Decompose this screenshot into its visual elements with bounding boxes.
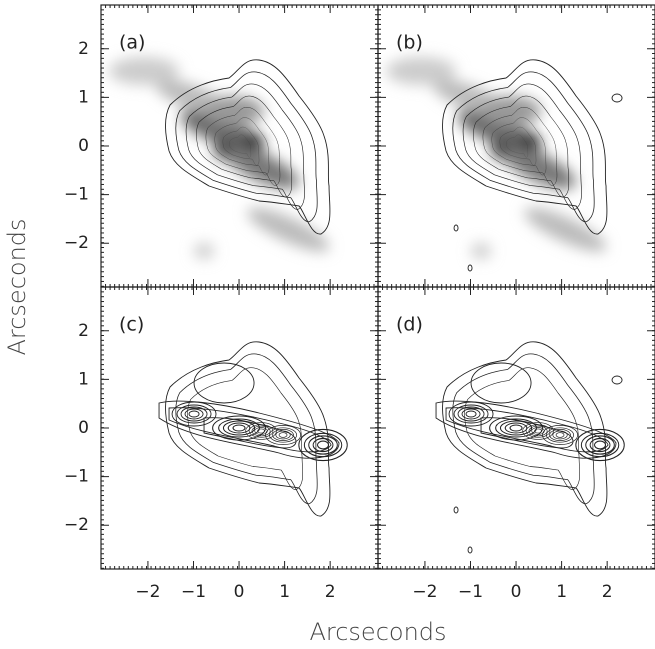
x-tick-label: −1: [181, 582, 206, 602]
panel-label: (d): [396, 314, 423, 336]
x-tick-label: 1: [556, 582, 567, 602]
x-tick-label: 0: [511, 582, 522, 602]
y-tick-label: −1: [64, 467, 89, 487]
y-tick-label: 0: [78, 136, 89, 156]
y-tick-label: 2: [78, 321, 89, 341]
y-tick-label: −2: [64, 233, 89, 253]
grayscale-image: [386, 57, 611, 260]
y-axis-title: Arcseconds: [3, 218, 31, 355]
panel-label: (c): [119, 314, 144, 336]
y-tick-label: 1: [78, 87, 89, 107]
x-tick-label: −1: [458, 582, 483, 602]
y-tick-label: −2: [64, 515, 89, 535]
contours: [159, 342, 347, 516]
panel-image: [159, 342, 347, 516]
contours: [436, 342, 624, 516]
panel: −2 −1 0 1 2 −2 −1 0 1 2 (c): [64, 286, 379, 602]
y-tick-label: 1: [78, 369, 89, 389]
panel-image: [386, 57, 623, 272]
x-tick-label: 1: [279, 582, 290, 602]
x-tick-label: −2: [412, 582, 437, 602]
x-tick-label: 0: [234, 582, 245, 602]
panel-image: [109, 57, 334, 260]
grayscale-image: [109, 57, 334, 260]
y-tick-label: −1: [64, 185, 89, 205]
x-tick-label: 2: [325, 582, 336, 602]
panel: (b): [377, 4, 655, 288]
y-tick-label: 0: [78, 418, 89, 438]
x-axis-title: Arcseconds: [309, 618, 446, 646]
panel-label: (a): [119, 32, 145, 54]
x-tick-label: −2: [135, 582, 160, 602]
panel-image: [436, 342, 624, 554]
panel: −2 −1 0 1 2 (a): [64, 4, 379, 288]
panel: −2 −1 0 1 2 (d): [377, 286, 655, 602]
x-tick-label: 2: [602, 582, 613, 602]
panel-label: (b): [396, 32, 423, 54]
y-tick-label: 2: [78, 39, 89, 59]
